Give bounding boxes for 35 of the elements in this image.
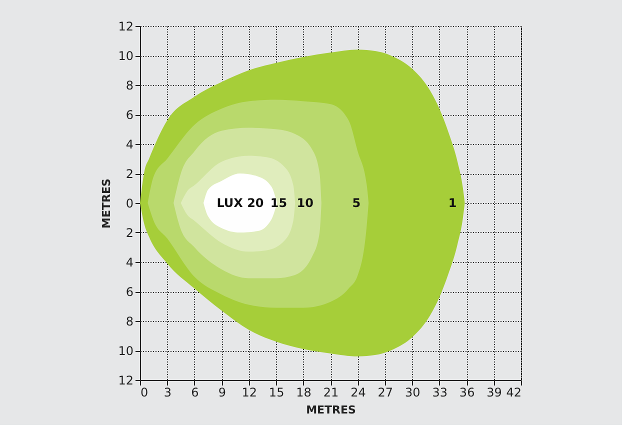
x-axis-title: METRES bbox=[306, 404, 356, 416]
y-tick-label: 2 bbox=[126, 226, 134, 240]
y-tick-label: 4 bbox=[126, 256, 134, 270]
y-tick-label: 6 bbox=[126, 285, 134, 299]
y-tick-label: 0 bbox=[126, 196, 134, 210]
y-axis-title: METRES bbox=[100, 178, 114, 228]
series-label: 10 bbox=[296, 196, 314, 210]
x-tick-label: 42 bbox=[506, 386, 522, 400]
y-tick-label: 6 bbox=[126, 108, 134, 122]
y-tick-label: 8 bbox=[126, 314, 134, 328]
x-tick-label: 3 bbox=[164, 386, 172, 400]
x-tick-label: 27 bbox=[378, 386, 394, 400]
x-tick-label: 33 bbox=[432, 386, 448, 400]
x-tick-label: 6 bbox=[191, 386, 199, 400]
x-tick-label: 36 bbox=[459, 386, 475, 400]
y-tick-label: 12 bbox=[118, 20, 134, 34]
x-tick-label: 30 bbox=[405, 386, 420, 400]
series-label: 5 bbox=[352, 196, 361, 210]
y-tick-label: 2 bbox=[126, 167, 134, 181]
y-tick-label: 8 bbox=[126, 78, 134, 92]
x-tick-label: 15 bbox=[268, 386, 284, 400]
series-label: 1 bbox=[448, 196, 457, 210]
y-tick-label: 4 bbox=[126, 138, 134, 152]
y-tick-label: 12 bbox=[118, 374, 134, 388]
x-tick-label: 9 bbox=[218, 386, 226, 400]
y-tick-label: 10 bbox=[118, 344, 134, 358]
x-tick-label: 12 bbox=[242, 386, 257, 400]
x-tick-label: 24 bbox=[350, 386, 366, 400]
series-label: LUX 20 bbox=[216, 196, 264, 210]
x-tick-label: 0 bbox=[140, 386, 148, 400]
y-tick-label: 10 bbox=[118, 49, 134, 63]
series-label: 15 bbox=[270, 196, 288, 210]
x-tick-label: 18 bbox=[296, 386, 312, 400]
x-tick-label: 39 bbox=[486, 386, 502, 400]
x-tick-label: 21 bbox=[323, 386, 339, 400]
